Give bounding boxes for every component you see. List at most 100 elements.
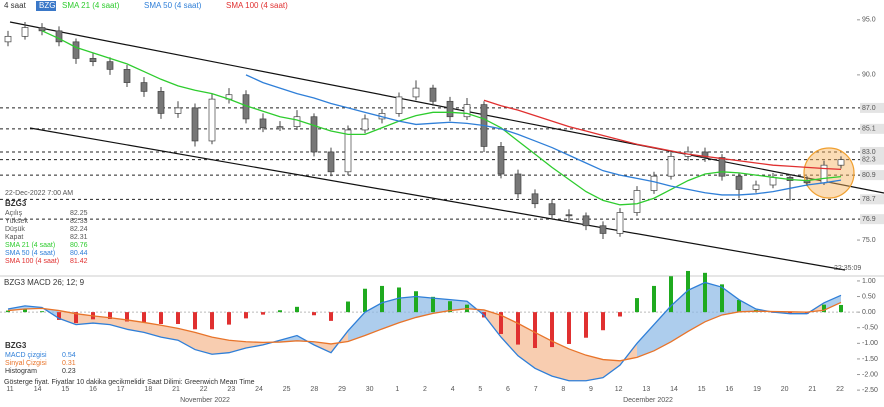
level-label-bg [860,146,884,157]
macd-fill [416,296,433,318]
candle-body [293,116,301,127]
histogram-bar [533,312,537,349]
histogram-bar [278,310,282,313]
x-tick-label: 17 [117,386,125,393]
level-label: 80.9 [862,172,876,179]
candle-body [650,175,658,191]
x-tick-label: 28 [310,386,318,393]
y-tick-label: 95.0 [862,17,876,24]
macd-fill [382,298,399,329]
info-label: Düşük [5,226,25,233]
macd-fill [348,312,365,342]
histogram-bar [601,312,605,331]
level-label-bg [860,102,884,113]
sma-line [483,99,842,171]
histogram-bar [380,285,384,313]
candle-body [191,107,199,142]
info-value: 80.44 [70,250,88,257]
macd-line [7,301,842,362]
candle-body [361,118,369,131]
histogram-bar [295,306,299,313]
histogram-bar [40,311,44,313]
histogram-bar [618,312,622,317]
candle-body [327,151,335,173]
month-label: November 2022 [180,397,230,404]
info-value: 80.76 [70,242,88,249]
y-tick-label: -1.50 [862,356,878,363]
info-label: Sinyal Çizgisi [5,360,47,367]
candle-body [174,107,182,114]
macd-fill [569,348,586,381]
macd-fill [603,359,620,378]
trend-line [29,127,846,271]
histogram-bar [737,299,741,313]
legend-entry: SMA 21 (4 saat) [62,1,120,10]
macd-fill [433,298,450,314]
x-tick-label: 14 [34,386,42,393]
histogram-bar [805,312,809,314]
histogram-bar [312,312,316,316]
info-label: Yüksek [5,218,28,225]
macd-fill [535,332,552,377]
candle-body [106,61,114,70]
macd-title: BZG3 MACD 26; 12; 9 [4,278,85,287]
macd-fill [688,282,705,332]
candle-body [837,159,845,166]
x-tick-label: 9 [589,386,593,393]
candle-body [208,98,216,142]
y-tick-label: -2.50 [862,387,878,394]
candle-body [718,157,726,177]
candle-body [497,146,505,175]
macd-fill [450,299,467,311]
macd-fill [501,315,518,356]
x-tick-label: 14 [670,386,678,393]
candle-body [55,30,63,43]
macd-fill [76,313,93,325]
info-label: SMA 100 (4 saat) [5,258,59,265]
x-tick-label: 19 [753,386,761,393]
sma-line [41,30,842,206]
histogram-bar [176,312,180,324]
candle-body [395,96,403,114]
histogram-bar [822,304,826,313]
histogram-bar [567,312,571,344]
info-value: 0.54 [62,352,76,359]
y-tick-label: -1.00 [862,340,878,347]
histogram-bar [703,272,707,313]
info-symbol: BZG3 [5,199,27,208]
y-tick-label: -2.00 [862,371,878,378]
macd-fill [195,332,212,355]
x-tick-label: 2 [423,386,427,393]
macd-fill [314,341,331,353]
histogram-bar [346,301,350,313]
level-label: 87.0 [862,105,876,112]
macd-fill [161,325,178,341]
level-label-bg [860,194,884,205]
histogram-bar [57,312,61,320]
candle-body [667,156,675,177]
histogram-bar [261,312,265,315]
macd-fill [110,317,127,330]
candle-body [582,215,590,227]
y-tick-label: 90.0 [862,72,876,79]
candle-body [123,69,131,83]
candle-body [446,100,454,118]
candle-body [21,27,29,37]
info-symbol: BZG3 [5,341,27,350]
x-tick-label: 13 [642,386,650,393]
candle-body [310,116,318,153]
candle-body [752,184,760,190]
candle-body [259,118,267,129]
info-value: 82.24 [70,226,88,233]
macd-fill [229,340,246,353]
histogram-bar [210,312,214,330]
candle-body [412,87,420,98]
level-label-bg [860,170,884,181]
highlight-circle [803,147,855,199]
info-value: 81.42 [70,258,88,265]
info-value: 82.33 [70,218,88,225]
footer: Gösterge fiyat. Fiyatlar 10 dakika gecik… [4,379,255,386]
macd-fill [722,287,739,315]
level-label: 76.9 [862,216,876,223]
